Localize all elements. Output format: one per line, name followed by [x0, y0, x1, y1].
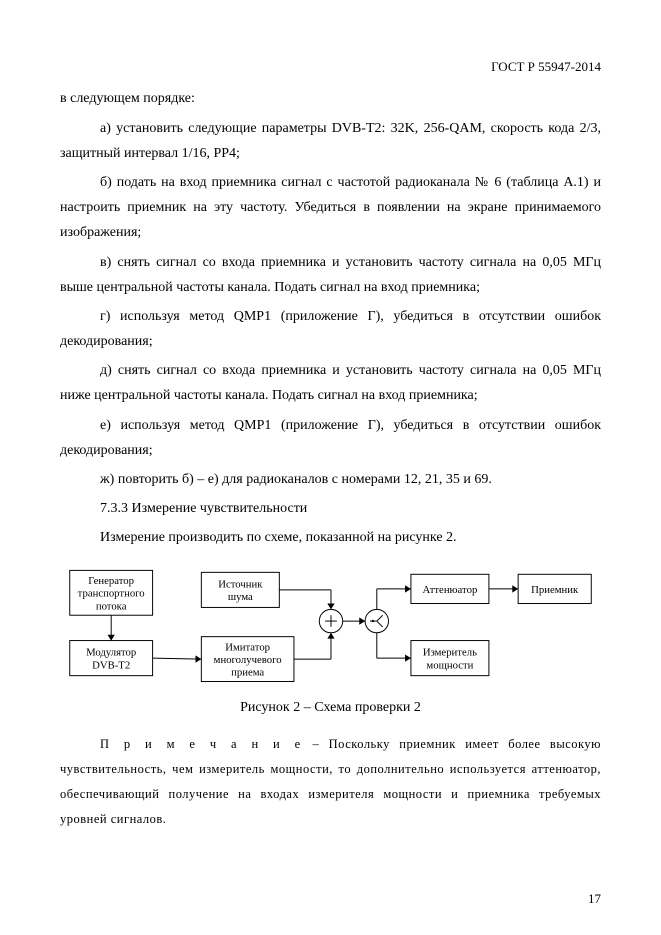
para-v: в) снять сигнал со входа приемника и уст… [60, 250, 601, 300]
body-text: в следующем порядке: а) установить следу… [60, 86, 601, 550]
note-label: П р и м е ч а н и е [100, 737, 303, 751]
svg-text:Измеритель: Измеритель [423, 646, 477, 658]
section-title: 7.3.3 Измерение чувствительности [60, 496, 601, 521]
svg-text:Имитатор: Имитатор [225, 641, 270, 653]
svg-text:Источник: Источник [218, 578, 263, 590]
para-d: д) снять сигнал со входа приемника и уст… [60, 358, 601, 408]
para-zh: ж) повторить б) – е) для радиоканалов с … [60, 467, 601, 492]
svg-text:Генератор: Генератор [88, 575, 134, 587]
para-e: е) используя метод QMP1 (приложение Г), … [60, 413, 601, 463]
note: П р и м е ч а н и е – Поскольку приемник… [60, 732, 601, 832]
para-b: б) подать на вход приемника сигнал с час… [60, 170, 601, 246]
svg-text:шума: шума [228, 591, 253, 603]
diagram: Генератортранспортногопотока Источникшума… [60, 559, 601, 689]
diagram-container: Генератортранспортногопотока Источникшума… [60, 559, 601, 689]
para-a: а) установить следующие параметры DVB-T2… [60, 116, 601, 166]
svg-text:Аттенюатор: Аттенюатор [422, 583, 477, 595]
svg-text:многолучевого: многолучевого [214, 654, 282, 666]
svg-text:приема: приема [231, 666, 264, 678]
para-g: г) используя метод QMP1 (приложение Г), … [60, 304, 601, 354]
document-code: ГОСТ Р 55947-2014 [60, 55, 601, 78]
para-intro: в следующем порядке: [60, 86, 601, 111]
page-number: 17 [588, 887, 601, 910]
svg-text:Модулятор: Модулятор [86, 646, 136, 658]
svg-text:DVB-T2: DVB-T2 [92, 659, 130, 671]
svg-text:транспортного: транспортного [78, 587, 145, 599]
svg-text:потока: потока [96, 600, 127, 612]
svg-text:мощности: мощности [426, 659, 473, 671]
page: ГОСТ Р 55947-2014 в следующем порядке: а… [0, 0, 661, 935]
section-intro: Измерение производить по схеме, показанн… [60, 525, 601, 550]
svg-text:Приемник: Приемник [531, 583, 579, 595]
figure-caption: Рисунок 2 – Схема проверки 2 [60, 695, 601, 720]
